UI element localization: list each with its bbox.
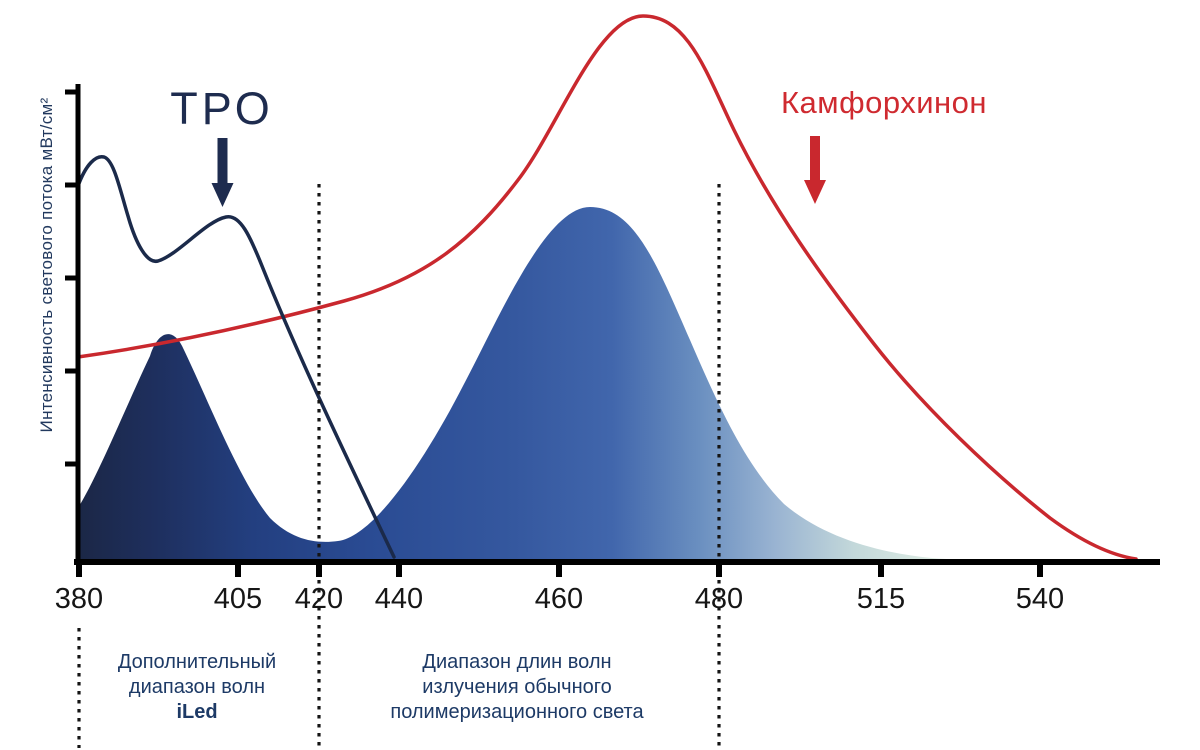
camphorquinone-label: Камфорхинон <box>780 85 988 120</box>
annotation-iled-line1: Дополнительный <box>117 651 277 673</box>
annotation-conventional-line3: полимеризационного света <box>390 701 644 723</box>
tpo-curve <box>76 155 396 559</box>
tpo-arrow-icon <box>211 138 234 207</box>
annotation-iled-line2: диапазон волн <box>128 676 266 698</box>
y-axis-ticks <box>65 89 80 467</box>
x-tick-515: 515 <box>856 583 906 615</box>
iled-emission-area <box>78 207 1048 562</box>
y-axis-label: Интенсивность светового потока мВт/см² <box>37 97 56 433</box>
annotation-iled-line3: iLed <box>176 701 218 723</box>
tpo-label: ТРО <box>170 83 274 134</box>
annotation-conventional-range: Диапазон длин волн излучения обычного по… <box>337 650 697 725</box>
camphorquinone-curve <box>76 14 1138 561</box>
x-tick-460: 460 <box>534 583 584 615</box>
camphorquinone-arrow-icon <box>804 136 826 204</box>
x-tick-405: 405 <box>213 583 263 615</box>
x-tick-480: 480 <box>694 583 744 615</box>
x-tick-440: 440 <box>374 583 424 615</box>
annotation-conventional-line2: излучения обычного <box>422 676 612 698</box>
annotation-conventional-line1: Диапазон длин волн <box>422 651 612 673</box>
annotation-iled-range: Дополнительный диапазон волн iLed <box>67 650 327 725</box>
x-tick-420: 420 <box>294 583 344 615</box>
x-tick-540: 540 <box>1015 583 1065 615</box>
x-tick-380: 380 <box>54 583 104 615</box>
x-axis-ticks <box>76 562 1043 577</box>
